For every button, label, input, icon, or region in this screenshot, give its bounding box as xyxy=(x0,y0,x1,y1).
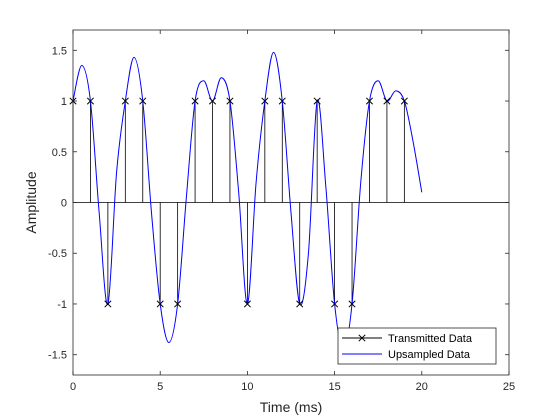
stem-lines xyxy=(72,101,405,304)
stem-x-marker xyxy=(261,97,269,105)
stem-x-marker xyxy=(313,97,321,105)
legend-label-transmitted: Transmitted Data xyxy=(388,333,473,345)
x-axis-ticks: 0 5 10 15 20 25 xyxy=(70,30,515,393)
stem-x-marker xyxy=(174,300,182,308)
y-tick-label: -0.5 xyxy=(48,248,67,260)
stem-x-marker xyxy=(139,97,147,105)
legend: Transmitted Data Upsampled Data xyxy=(337,327,497,365)
y-tick-label: -1 xyxy=(57,299,67,311)
stem-x-marker xyxy=(348,300,356,308)
y-tick-label: 1 xyxy=(61,96,67,108)
legend-item-upsampled: Upsampled Data xyxy=(342,349,471,361)
legend-box xyxy=(337,327,497,365)
x-marker-stroke xyxy=(174,300,182,308)
stem-x-marker xyxy=(121,97,129,105)
x-tick-label: 5 xyxy=(157,381,163,393)
x-marker-stroke xyxy=(191,97,199,105)
stem-x-marker xyxy=(191,97,199,105)
x-marker-stroke xyxy=(121,97,129,105)
x-marker-stroke xyxy=(261,97,269,105)
x-marker-stroke xyxy=(139,97,147,105)
x-marker-stroke xyxy=(278,97,286,105)
x-marker-stroke xyxy=(104,300,112,308)
y-tick-label: 0 xyxy=(61,198,67,210)
y-tick-label: 1.5 xyxy=(52,45,67,57)
y-tick-label: -1.5 xyxy=(48,350,67,362)
stem-x-marker xyxy=(208,97,217,105)
x-marker-stroke xyxy=(296,300,304,308)
x-marker-stroke xyxy=(383,97,391,105)
stem-x-marker xyxy=(278,97,286,105)
stem-x-marker xyxy=(296,300,304,308)
x-axis-label: Time (ms) xyxy=(260,399,322,415)
stem-x-marker xyxy=(243,300,251,308)
stem-x-marker xyxy=(86,97,94,105)
x-marker-stroke xyxy=(226,97,234,105)
x-marker-stroke xyxy=(86,97,94,105)
y-axis-ticks: -1.5 -1 -0.5 0 0.5 1 1.5 xyxy=(48,45,509,362)
transmitted-data-markers xyxy=(69,97,408,308)
x-marker-stroke xyxy=(358,334,366,342)
x-tick-label: 10 xyxy=(241,381,253,393)
stem-x-marker xyxy=(104,300,112,308)
x-tick-label: 15 xyxy=(328,381,340,393)
x-marker-stroke xyxy=(208,97,217,105)
stem-x-marker xyxy=(331,300,339,308)
stem-x-marker xyxy=(226,97,234,105)
legend-label-upsampled: Upsampled Data xyxy=(388,349,471,361)
legend-x-marker xyxy=(358,334,366,342)
stem-x-marker xyxy=(156,300,164,308)
x-marker-stroke xyxy=(331,300,339,308)
stem-x-marker xyxy=(400,97,408,105)
x-tick-label: 0 xyxy=(70,381,76,393)
stem-x-marker xyxy=(383,97,391,105)
x-marker-stroke xyxy=(243,300,251,308)
x-marker-stroke xyxy=(156,300,164,308)
x-marker-stroke xyxy=(365,97,374,105)
legend-item-transmitted: Transmitted Data xyxy=(342,333,473,345)
x-tick-label: 25 xyxy=(503,381,515,393)
y-tick-label: 0.5 xyxy=(52,147,67,159)
y-axis-label: Amplitude xyxy=(23,171,39,233)
x-tick-label: 20 xyxy=(416,381,428,393)
x-marker-stroke xyxy=(313,97,321,105)
x-marker-stroke xyxy=(400,97,408,105)
stem-x-marker xyxy=(365,97,374,105)
x-marker-stroke xyxy=(348,300,356,308)
